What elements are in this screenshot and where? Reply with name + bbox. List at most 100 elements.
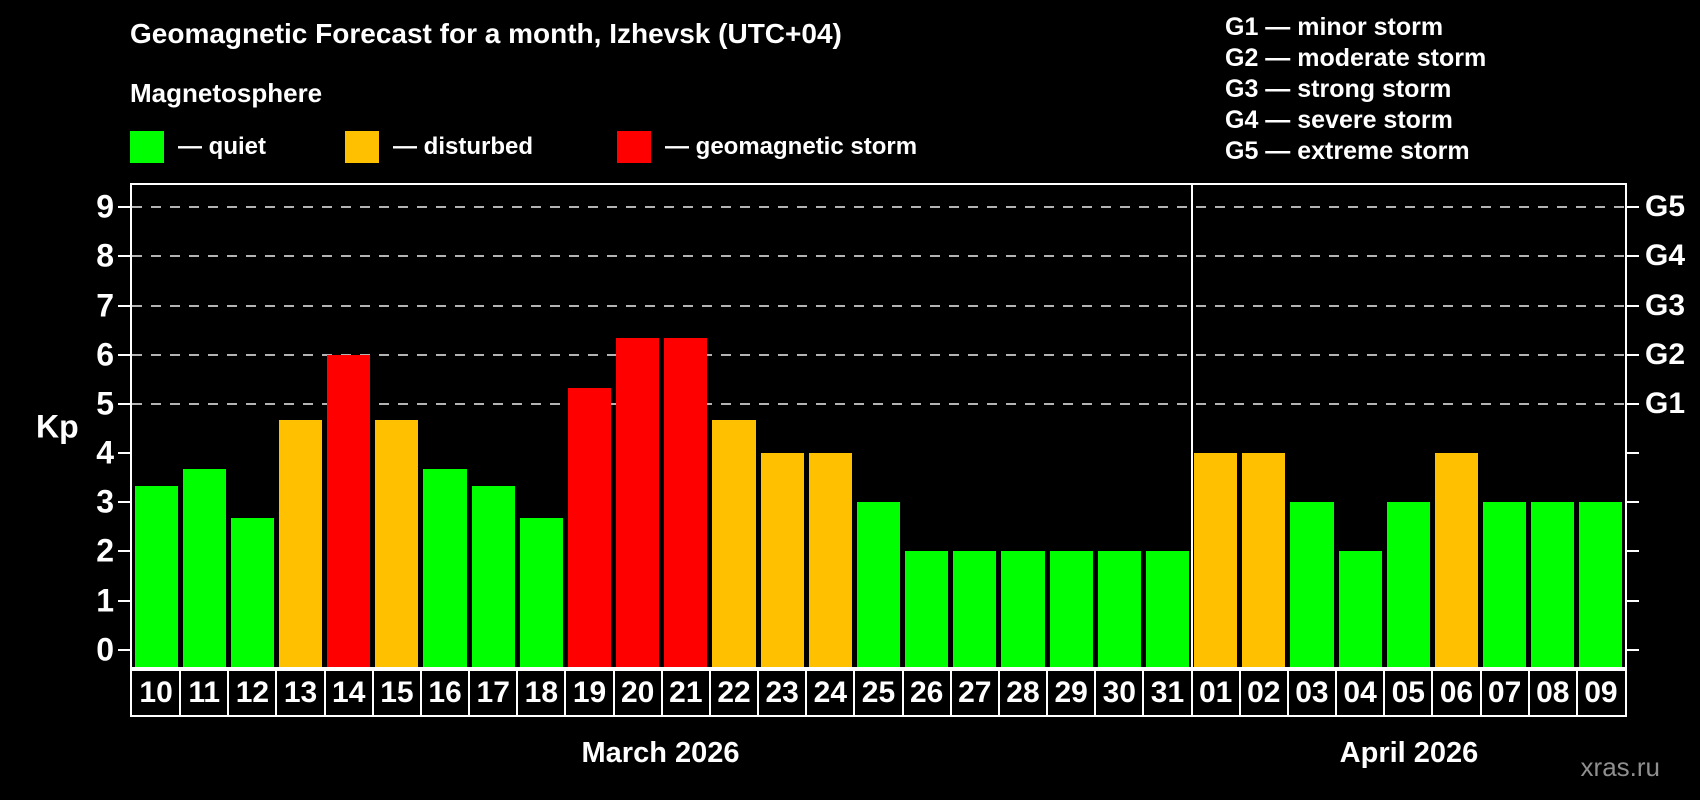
quiet-color-swatch-icon: [130, 131, 164, 163]
y-axis-tick-right-3: [1625, 501, 1639, 504]
day-cell-separator: [1190, 671, 1193, 715]
day-cell-separator: [419, 671, 422, 715]
day-cell-label-08: 08: [1536, 676, 1570, 709]
day-cell-label-18: 18: [524, 676, 559, 709]
bar-day-29: [1049, 551, 1093, 667]
day-cell-separator: [805, 671, 808, 715]
right-axis-label-G5: G5: [1645, 190, 1686, 224]
day-cell-label-16: 16: [428, 676, 462, 709]
y-axis-tick-label-1: 1: [96, 582, 114, 619]
bar-day-21: [664, 338, 708, 667]
bar-day-20: [616, 338, 660, 667]
legend-item-quiet: — quiet: [130, 130, 266, 164]
month-label-march: March 2026: [581, 737, 740, 769]
day-cell-label-15: 15: [380, 676, 414, 709]
y-axis-tick-right-4: [1625, 452, 1639, 455]
day-cell-separator: [1335, 671, 1338, 715]
day-cell-separator: [323, 671, 326, 715]
day-cell-separator: [179, 671, 182, 715]
legend-item-label: — disturbed: [393, 133, 534, 160]
day-cell-separator: [1575, 671, 1578, 715]
bar-day-30: [1097, 551, 1141, 667]
day-cell-separator: [1479, 671, 1482, 715]
day-cell-label-05: 05: [1391, 676, 1425, 709]
day-cell-label-21: 21: [669, 676, 703, 709]
bar-day-19: [567, 387, 612, 667]
right-axis-label-G4: G4: [1645, 239, 1686, 273]
y-axis-tick-label-0: 0: [96, 631, 114, 668]
bar-day-09: [1579, 502, 1623, 667]
day-cell-label-25: 25: [861, 676, 896, 709]
day-cell-separator: [757, 671, 760, 715]
day-cell-separator: [949, 671, 952, 715]
y-axis-tick-left-4: [118, 452, 132, 455]
gridline-kp-9: [132, 206, 1625, 209]
day-cell-separator: [708, 671, 711, 715]
day-cell-separator: [660, 671, 663, 715]
chart-subtitle: Magnetosphere: [130, 78, 323, 108]
bar-day-10: [134, 486, 178, 667]
day-cell-label-17: 17: [476, 676, 510, 709]
bar-day-22: [712, 420, 756, 667]
day-cell-label-07: 07: [1487, 676, 1522, 709]
day-cell-label-13: 13: [283, 676, 318, 709]
day-cell-separator: [1286, 671, 1289, 715]
y-axis-tick-left-1: [118, 599, 132, 602]
gridline-kp-7: [132, 304, 1625, 307]
day-cell-label-24: 24: [813, 676, 848, 709]
g1-legend-line: G1 — minor storm: [1225, 13, 1444, 41]
y-axis-tick-right-6: [1625, 353, 1639, 356]
disturbed-color-swatch-icon: [345, 131, 379, 163]
y-axis-tick-right-9: [1625, 206, 1639, 209]
month-label-april: April 2026: [1339, 737, 1479, 769]
y-axis-tick-right-1: [1625, 599, 1639, 602]
day-cell-label-11: 11: [188, 676, 221, 709]
day-cell-separator: [1238, 671, 1241, 715]
day-cell-separator: [516, 671, 519, 715]
day-cell-label-28: 28: [1006, 676, 1040, 709]
y-axis-tick-left-0: [118, 648, 132, 651]
day-cell-separator: [1383, 671, 1386, 715]
y-axis-tick-label-6: 6: [96, 336, 114, 373]
bar-day-05: [1386, 502, 1430, 667]
storm-color-swatch-icon: [617, 131, 651, 163]
day-cell-label-27: 27: [958, 676, 992, 709]
bar-day-11: [182, 469, 226, 667]
day-cell-separator: [275, 671, 278, 715]
legend-item-storm: — geomagnetic storm: [617, 130, 917, 164]
y-axis-tick-left-5: [118, 402, 132, 405]
right-axis-label-G3: G3: [1645, 288, 1686, 322]
bar-day-01: [1194, 453, 1238, 667]
day-cell-label-19: 19: [572, 676, 607, 709]
watermark: xras.ru: [1580, 752, 1660, 782]
g4-legend-line: G4 — severe storm: [1225, 106, 1453, 134]
day-cell-label-30: 30: [1102, 676, 1136, 709]
day-cell-label-10: 10: [139, 676, 173, 709]
day-cell-separator: [1046, 671, 1049, 715]
y-axis-tick-label-4: 4: [96, 434, 114, 471]
day-cell-label-04: 04: [1343, 676, 1377, 709]
y-axis-tick-label-2: 2: [96, 532, 114, 569]
day-cell-separator: [371, 671, 374, 715]
bar-day-18: [519, 518, 563, 667]
day-cell-separator: [997, 671, 1000, 715]
day-cell-separator: [1142, 671, 1145, 715]
y-axis-label: Kp: [36, 408, 79, 445]
y-axis-tick-label-5: 5: [96, 385, 114, 422]
bar-day-17: [471, 486, 515, 667]
bar-day-27: [953, 551, 997, 667]
day-cell-label-29: 29: [1054, 676, 1088, 709]
day-cell-separator: [901, 671, 904, 715]
right-axis-label-G1: G1: [1645, 386, 1686, 420]
y-axis-tick-label-3: 3: [96, 483, 114, 520]
gridline-kp-6: [132, 353, 1625, 356]
day-cell-separator: [853, 671, 856, 715]
day-cell-label-31: 31: [1150, 676, 1185, 709]
y-axis-tick-right-7: [1625, 304, 1639, 307]
day-cell-separator: [564, 671, 567, 715]
day-cell-label-09: 09: [1584, 676, 1618, 709]
day-cell-label-23: 23: [765, 676, 799, 709]
bar-day-14: [327, 354, 371, 667]
y-axis-tick-left-7: [118, 304, 132, 307]
